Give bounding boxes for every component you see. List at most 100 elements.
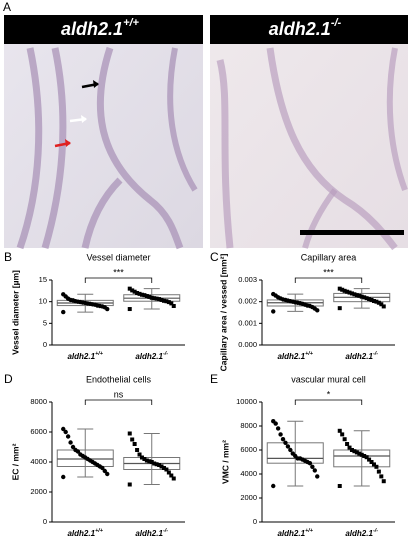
data-point [161,466,166,470]
data-point [137,452,142,457]
data-point [354,293,359,298]
data-point [285,444,291,449]
x-tick-label: aldh2.1-/- [345,351,378,361]
data-point [159,297,164,302]
image-title: aldh2.1+/+ [61,17,140,39]
data-point [139,292,144,297]
data-point [364,455,369,460]
panel-label: B [4,250,12,264]
significance: * [327,389,331,399]
data-point [352,449,357,454]
superscript: -/- [373,528,378,534]
y-tick-label: 5 [43,318,47,327]
data-point [171,476,176,481]
genotype: aldh2.1 [269,19,331,39]
significance-bracket [84,277,153,283]
y-axis-label: Vessel diameter [µm] [10,270,20,355]
data-point [68,440,73,445]
data-point [105,471,110,477]
data-point [288,447,293,453]
data-point [290,451,296,456]
data-point [352,292,357,297]
data-point [379,474,384,479]
genotype: aldh2.1 [61,19,123,39]
data-point [337,286,342,291]
data-point [102,468,108,474]
data-point [63,429,68,435]
data-point [345,442,350,446]
significance-bracket [84,399,153,405]
x-tick-label: aldh2.1+/+ [277,528,313,538]
genotype: aldh2.1 [135,352,163,361]
y-tick-label: 0.002 [238,297,257,306]
data-point [271,291,276,297]
panel-label: C [210,250,219,264]
data-point [381,479,386,484]
data-point [139,455,144,460]
data-point [132,289,137,294]
data-point [371,299,376,304]
data-point [357,293,362,298]
data-point [61,292,66,297]
x-tick-label: aldh2.1+/+ [67,351,103,361]
superscript: -/- [163,351,168,357]
data-point [159,464,164,469]
data-point [349,291,354,296]
data-point [137,291,142,296]
x-tick-label: aldh2.1-/- [345,528,378,538]
significance: ns [114,389,124,399]
y-tick-label: 8000 [30,397,47,406]
genotype: aldh2.1 [345,529,373,538]
data-point [166,470,171,475]
data-point [347,290,352,295]
y-tick-label: 15 [39,275,47,284]
data-point [379,302,384,307]
y-axis-label: VMC / mm² [220,440,230,484]
data-point [271,483,276,489]
data-point [362,295,367,300]
y-tick-label: 0 [43,340,47,349]
data-point [374,464,379,469]
data-point [340,432,345,437]
data-point [61,426,66,432]
data-point [347,445,352,450]
y-tick-label: 0.001 [238,318,257,327]
data-point [157,297,162,302]
data-point [161,298,166,303]
superscript: -/- [373,351,378,357]
data-point [154,462,159,467]
chart-title: Capillary area [301,252,357,262]
data-point [149,295,154,300]
data-point [149,460,154,464]
data-point [144,458,149,463]
data-point [130,437,135,442]
data-point [78,452,83,457]
data-point [144,294,149,299]
micrograph-right [210,15,408,251]
y-tick-label: 6000 [240,445,257,454]
data-point [337,306,342,311]
data-point [364,296,369,301]
genotype: aldh2.1 [67,352,95,361]
data-point [130,288,135,293]
data-point [280,437,286,442]
image-header [4,15,203,44]
data-point [345,289,350,294]
data-point [337,428,342,433]
data-point [142,293,147,298]
data-point [376,469,381,474]
data-point [315,474,320,479]
data-point [169,301,174,306]
data-point [369,460,374,464]
data-point [73,447,78,453]
data-point [371,462,376,467]
y-tick-label: 10000 [236,397,257,406]
data-point [374,299,379,304]
data-point [142,457,147,461]
y-tick-label: 2000 [30,487,47,496]
data-point [369,297,374,302]
y-tick-label: 2000 [240,493,257,502]
x-tick-label: aldh2.1-/- [135,351,168,361]
